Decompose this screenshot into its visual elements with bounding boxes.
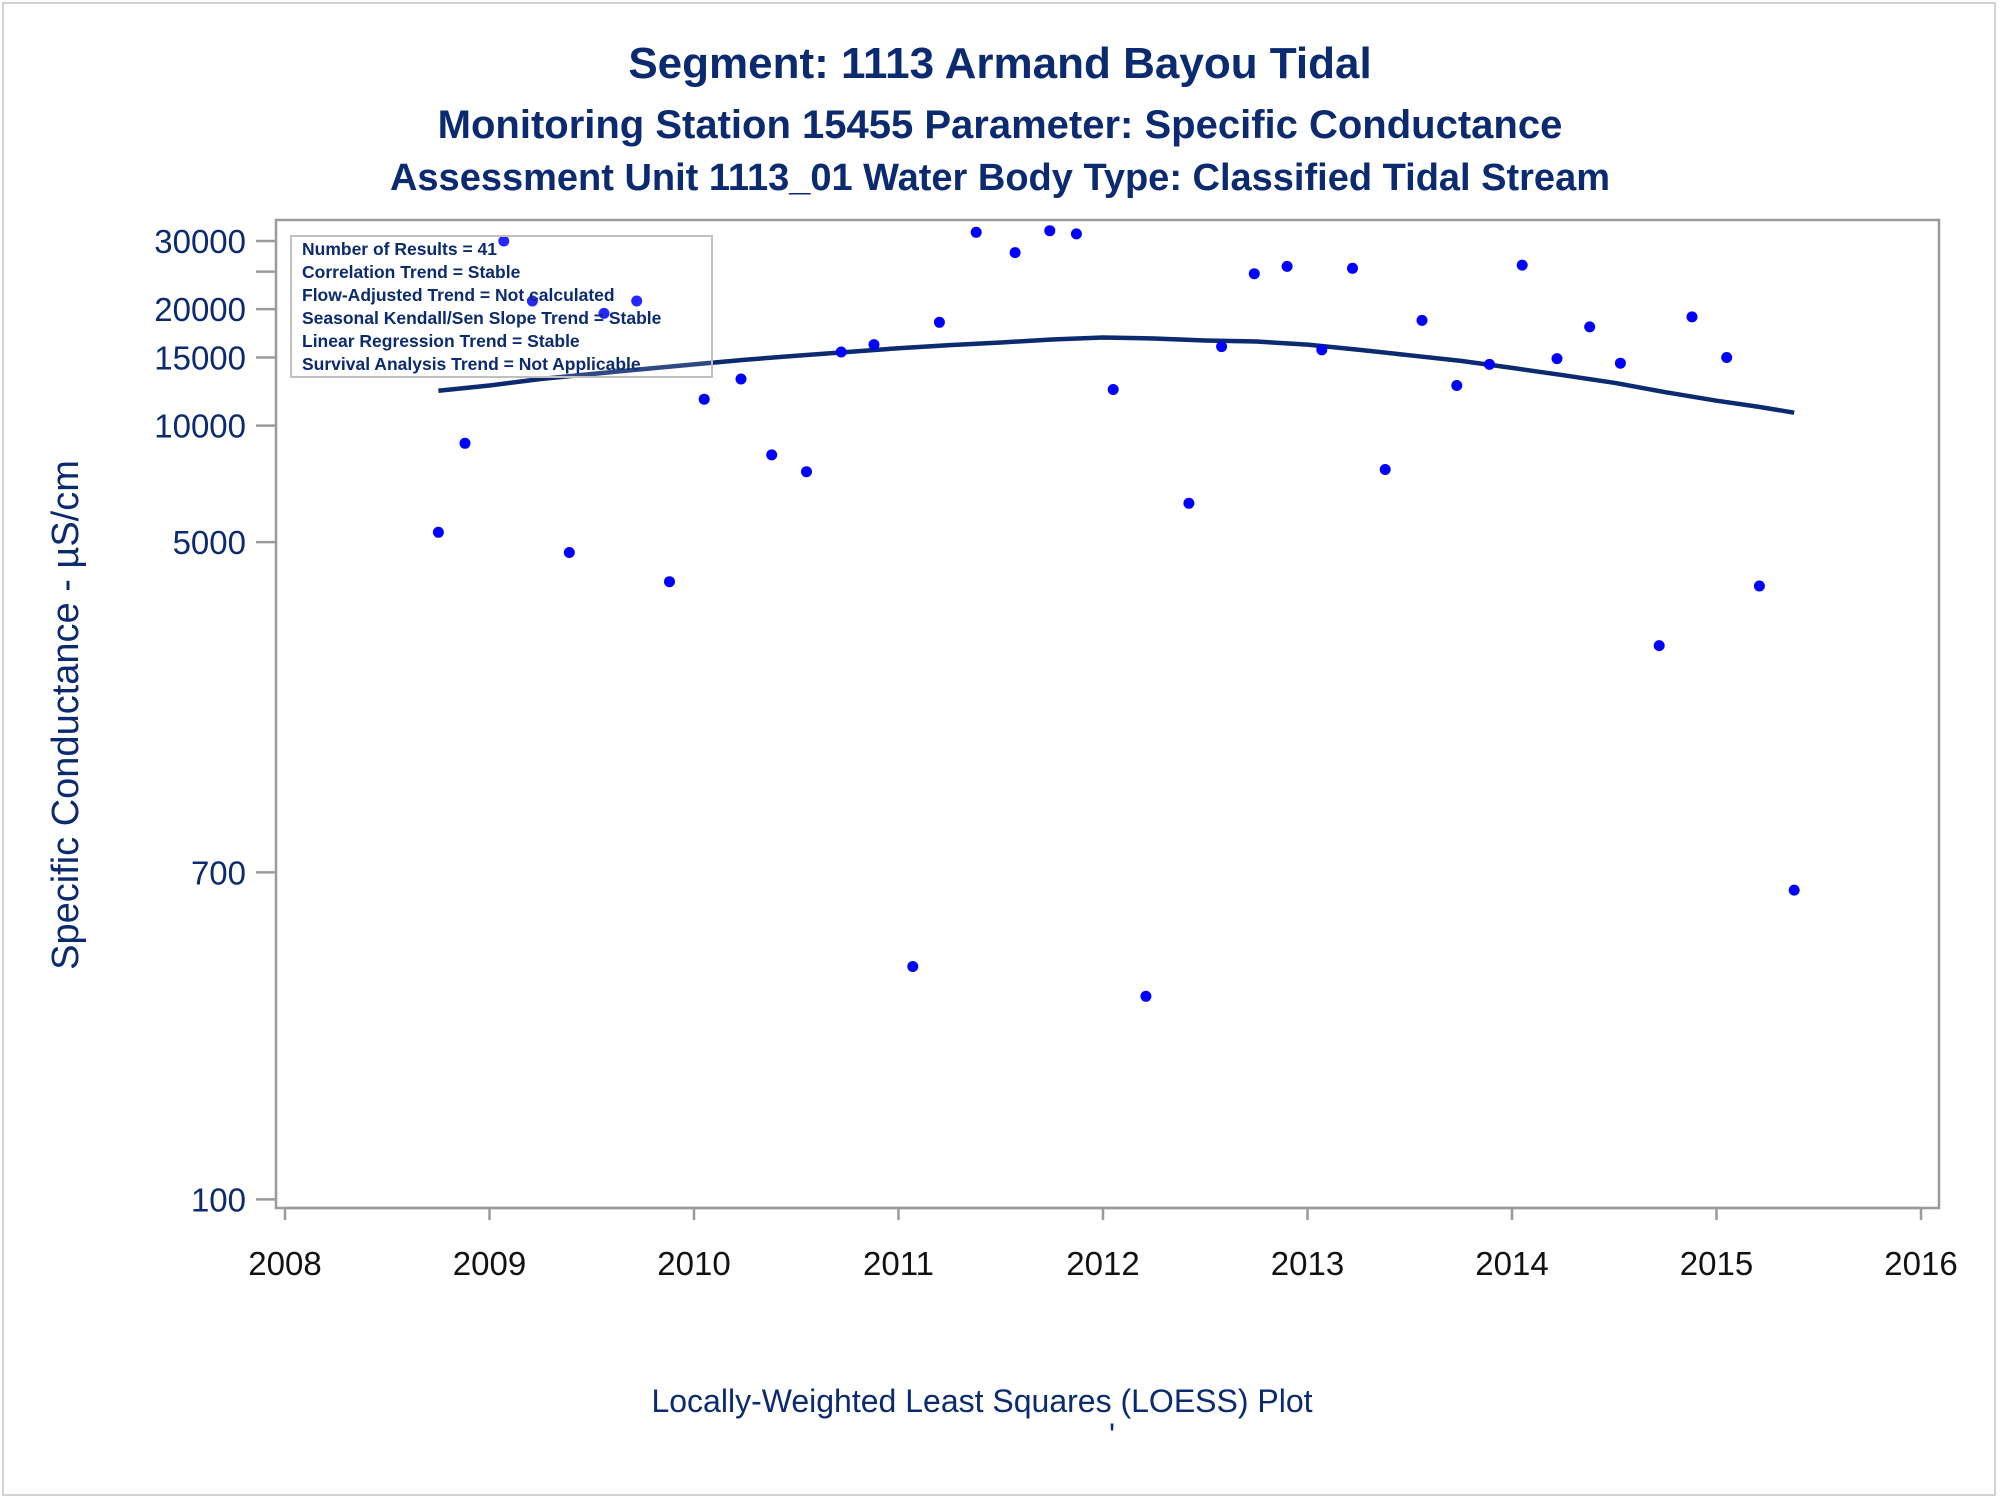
data-point: [1107, 384, 1119, 395]
y-tick-label: 5000: [173, 524, 246, 561]
data-point: [868, 339, 880, 351]
x-tick-label: 2010: [657, 1245, 730, 1282]
data-point: [1216, 341, 1228, 353]
data-point: [1183, 497, 1195, 509]
data-point: [1316, 344, 1328, 356]
x-tick-label: 2008: [248, 1245, 321, 1282]
y-tick-label: 100: [191, 1181, 246, 1218]
data-point: [735, 373, 747, 385]
data-point: [498, 235, 510, 247]
data-point: [1451, 380, 1463, 391]
y-tick-label: 20000: [154, 291, 246, 328]
x-tick-label: 2009: [453, 1245, 526, 1282]
data-point: [1248, 268, 1260, 280]
legend-line: Linear Regression Trend = Stable: [302, 331, 580, 351]
x-axis: 2008 2009 2010 2011 2012 2013 2014 2015 2016: [248, 1206, 1958, 1282]
data-point: [1009, 247, 1021, 259]
data-point: [1379, 464, 1391, 475]
data-point: [1653, 640, 1665, 652]
data-point: [432, 526, 444, 538]
legend-line: Correlation Trend = Stable: [302, 262, 521, 282]
footnote-mark: ': [1109, 1417, 1115, 1453]
data-point: [907, 961, 919, 972]
data-point: [1044, 225, 1056, 237]
y-tick-label: 30000: [154, 223, 246, 260]
legend-line: Flow-Adjusted Trend = Not calculated: [302, 285, 615, 305]
legend-box: [290, 235, 713, 378]
footnote: Locally-Weighted Least Squares (LOESS) P…: [651, 1383, 1312, 1419]
x-tick-label: 2011: [863, 1245, 934, 1282]
y-axis-label: Specific Conductance - µS/cm: [45, 460, 87, 970]
y-tick-label: 10000: [154, 408, 246, 445]
legend-line: Seasonal Kendall/Sen Slope Trend = Stabl…: [302, 308, 662, 328]
data-point: [1281, 260, 1293, 272]
y-tick-label: 700: [191, 854, 246, 891]
chart-subtitle: Monitoring Station 15455 Parameter: Spec…: [438, 103, 1563, 147]
data-point: [1788, 884, 1800, 896]
data-point: [1347, 262, 1358, 274]
x-tick-label: 2013: [1271, 1245, 1344, 1282]
legend-line: Number of Results = 41: [302, 239, 497, 259]
data-point: [933, 316, 945, 328]
x-tick-label: 2014: [1475, 1245, 1548, 1282]
data-point: [1584, 321, 1596, 333]
loess-curve-group: [438, 335, 1795, 415]
data-point: [1721, 352, 1733, 363]
x-tick-label: 2012: [1066, 1245, 1139, 1282]
stats-legend: Number of Results = 41 Correlation Trend …: [290, 235, 713, 378]
x-tick-label: 2016: [1884, 1245, 1957, 1282]
data-point: [766, 449, 778, 461]
legend-line: Survival Analysis Trend = Not Applicable: [302, 354, 641, 374]
loess-line: [438, 335, 1795, 415]
data-point: [801, 466, 812, 478]
data-point: [1614, 357, 1626, 369]
data-point: [459, 437, 471, 449]
data-point: [1140, 990, 1152, 1002]
data-point: [970, 226, 982, 238]
data-point: [1753, 580, 1765, 592]
data-point: [563, 547, 575, 558]
data-point: [1484, 358, 1495, 370]
data-point: [1686, 311, 1698, 323]
data-point: [698, 393, 710, 405]
data-point: [664, 576, 675, 588]
data-point: [526, 295, 538, 307]
data-point: [1416, 314, 1428, 326]
data-point: [1551, 353, 1563, 365]
scatter-points: [432, 225, 1800, 1002]
data-point: [1070, 228, 1082, 240]
x-tick-label: 2015: [1680, 1245, 1753, 1282]
chart-subtitle-2: Assessment Unit 1113_01 Water Body Type:…: [390, 157, 1610, 199]
data-point: [631, 295, 643, 307]
chart-title: Segment: 1113 Armand Bayou Tidal: [628, 39, 1371, 88]
y-tick-label: 15000: [154, 339, 246, 376]
data-point: [598, 307, 610, 319]
y-axis: 30000 20000 15000 10000 5000 700 100: [154, 223, 276, 1218]
data-point: [1516, 259, 1528, 271]
data-point: [835, 346, 847, 358]
